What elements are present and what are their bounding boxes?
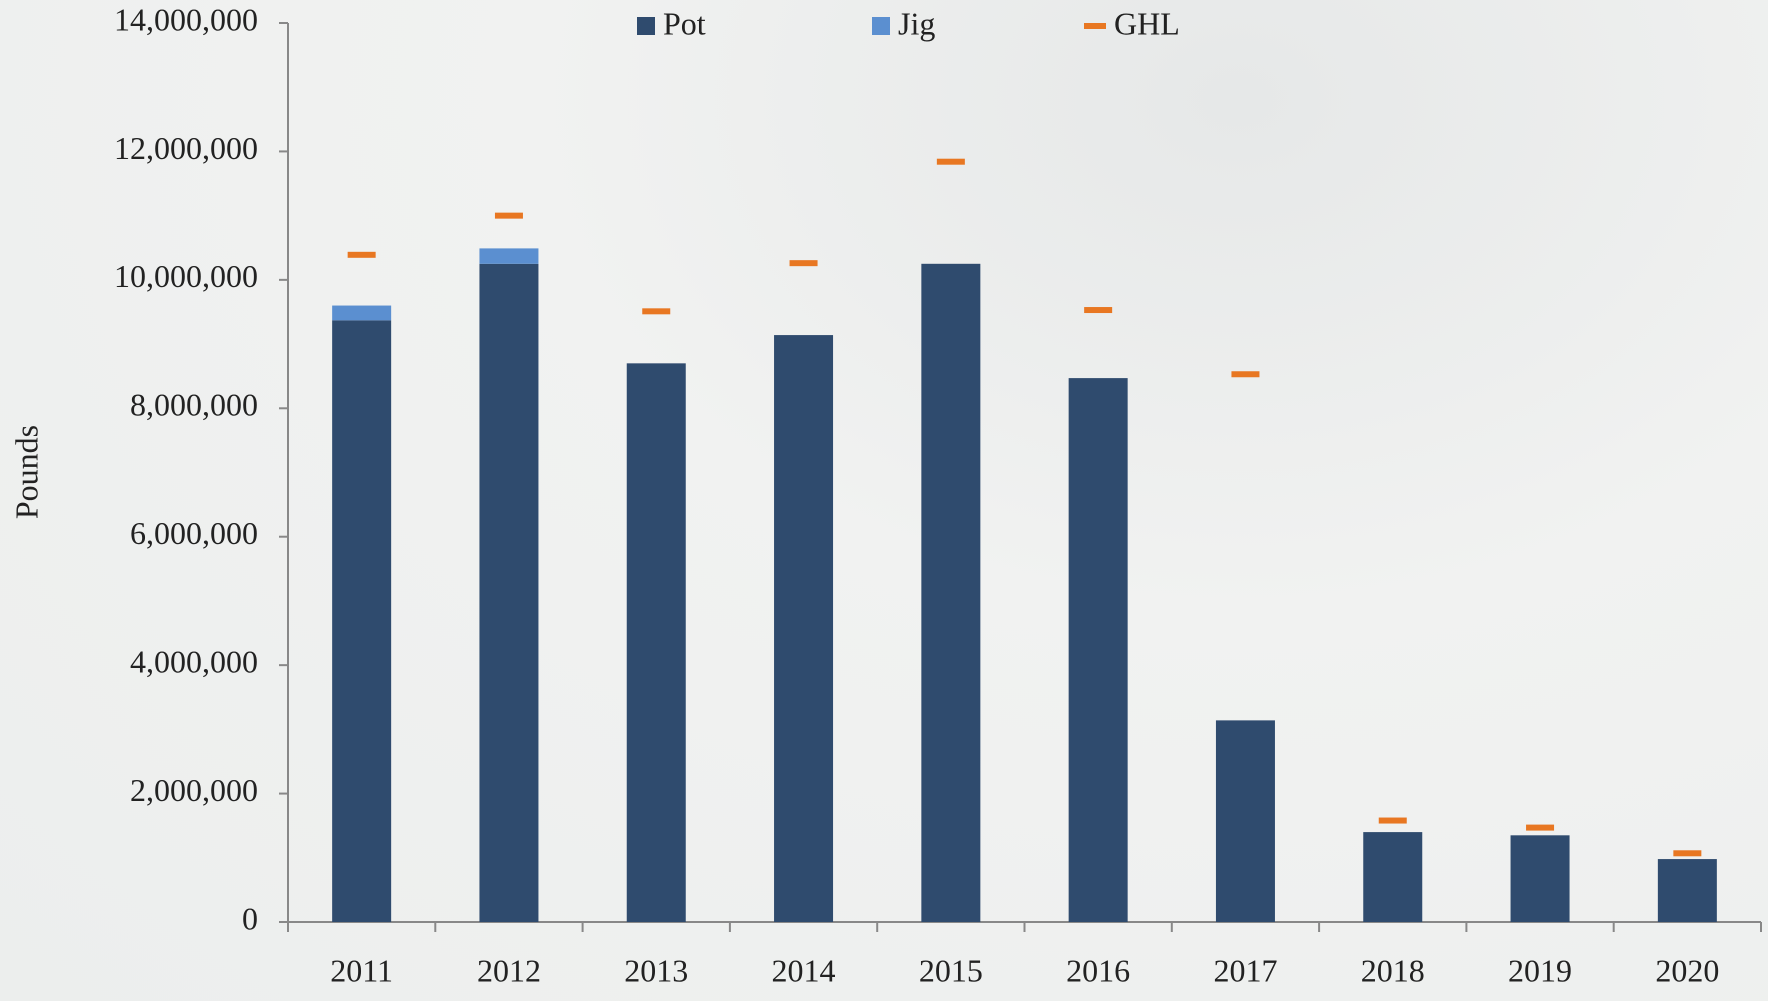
legend-label: Pot: [663, 5, 706, 41]
bar-segment: [1510, 835, 1570, 922]
y-tick-label: 4,000,000: [130, 643, 258, 679]
ghl-marker: [642, 308, 671, 315]
x-tick-label: 2012: [477, 952, 541, 988]
x-tick-label: 2015: [919, 952, 983, 988]
y-tick-label: 10,000,000: [114, 258, 258, 294]
y-tick-label: 0: [242, 900, 258, 936]
x-tick-label: 2018: [1361, 952, 1425, 988]
bar-segment: [332, 320, 392, 922]
y-tick-label: 8,000,000: [130, 387, 258, 423]
bar-segment: [1068, 378, 1128, 923]
ghl-marker: [789, 260, 818, 267]
x-tick-label: 2019: [1508, 952, 1572, 988]
bar-segment: [774, 335, 834, 922]
x-tick-label: 2014: [772, 952, 836, 988]
y-tick-label: 14,000,000: [114, 1, 258, 37]
bar-segment: [921, 263, 981, 922]
x-tick-label: 2017: [1213, 952, 1277, 988]
ghl-marker: [347, 251, 376, 258]
y-axis-label: Pounds: [8, 425, 44, 519]
legend-label: GHL: [1114, 5, 1180, 41]
legend-label: Jig: [898, 5, 935, 41]
bar-segment: [626, 363, 686, 923]
ghl-marker: [1673, 850, 1702, 857]
ghl-marker: [494, 212, 523, 219]
ghl-marker: [1084, 307, 1113, 314]
ghl-marker: [1231, 371, 1260, 378]
x-tick-label: 2016: [1066, 952, 1130, 988]
x-tick-label: 2020: [1655, 952, 1719, 988]
y-tick-label: 2,000,000: [130, 772, 258, 808]
bar-segment: [1363, 832, 1423, 922]
y-tick-label: 12,000,000: [114, 130, 258, 166]
y-tick-label: 6,000,000: [130, 515, 258, 551]
bar-segment: [1657, 859, 1717, 922]
bar-segment: [479, 248, 539, 264]
legend-swatch: [637, 17, 655, 35]
x-tick-label: 2013: [624, 952, 688, 988]
legend-swatch: [872, 17, 890, 35]
bar-segment: [479, 263, 539, 922]
bar-segment: [332, 305, 392, 321]
ghl-marker: [1378, 817, 1407, 824]
ghl-marker: [936, 158, 965, 165]
legend-swatch: [1084, 23, 1106, 29]
ghl-marker: [1526, 824, 1555, 831]
bar-segment: [1215, 720, 1275, 922]
x-tick-label: 2011: [330, 952, 393, 988]
